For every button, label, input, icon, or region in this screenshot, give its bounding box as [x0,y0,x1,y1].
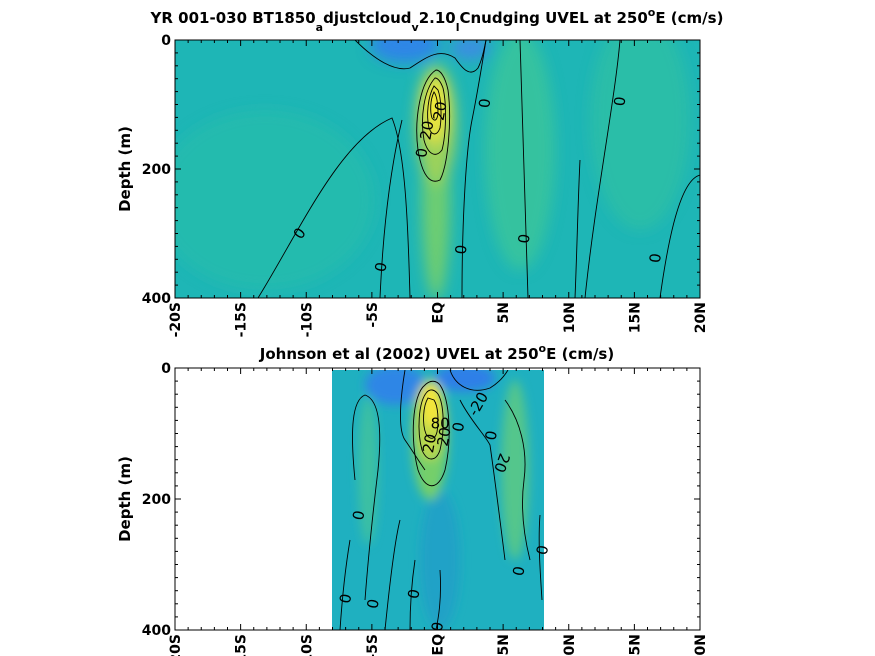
y-tick-label: 0 [161,33,171,49]
contour-label: 0 [336,592,355,605]
x-tick-label: 15N [627,634,643,656]
y-tick-label: 400 [142,291,171,307]
panel-model-field [175,40,700,298]
contour-label: 20 [430,100,451,122]
contour-label: 0 [646,252,665,263]
contour-label: 20 [416,119,437,141]
x-tick-label: 10N [562,634,578,656]
x-tick-label: -5S [365,302,381,328]
contour-label: 20 [419,432,440,454]
x-tick-label: 15N [627,302,643,333]
contour-label: 0 [533,544,552,557]
panel-observed-title: Johnson et al (2002) UVEL at 250oE (cm/s… [259,342,614,363]
y-tick-label: 200 [142,162,171,178]
panel-observed-ylabel: Depth (m) [116,456,134,542]
x-tick-label: 20N [693,634,709,656]
x-tick-label: -20S [168,634,184,656]
x-tick-label: -10S [299,634,315,656]
contour-label: 0 [349,509,368,522]
contour-label: 0 [412,147,431,158]
x-tick-label: -5S [365,634,381,656]
x-tick-label: 5N [496,634,512,655]
contour-label: 0 [404,588,423,601]
panel-observed-field [332,370,544,630]
contour-label: 0 [509,565,528,578]
x-tick-label: -15S [234,634,250,656]
x-tick-label: -15S [234,302,250,337]
contour-label: 0 [363,598,382,611]
x-tick-label: EQ [431,634,447,656]
contour-label: 0 [475,98,494,109]
contour-label: 20 [490,451,513,475]
x-tick-label: -10S [299,302,315,337]
panel-model: YR 001-030 BT1850adjustcloudv2.10lCnudgi… [116,6,723,337]
panel-model-ylabel: Depth (m) [116,126,134,212]
contour-label: 80 [431,415,450,433]
contour-label: 0 [371,261,390,274]
x-tick-label: 10N [562,302,578,333]
y-tick-label: 400 [142,623,171,639]
contour-label: 0 [611,96,630,107]
panel-model-title: YR 001-030 BT1850adjustcloudv2.10lCnudgi… [150,6,724,34]
y-tick-label: 200 [142,492,171,508]
contour-label: 0 [452,244,471,255]
contour-label: 20 [434,426,455,448]
x-tick-label: 5N [496,302,512,323]
y-tick-label: 0 [161,361,171,377]
x-tick-label: EQ [431,302,447,324]
contour-label: 0 [515,233,534,244]
x-tick-label: -20S [168,302,184,337]
panel-observed: Johnson et al (2002) UVEL at 250oE (cm/s… [116,342,709,656]
contour-label: 0 [449,421,468,434]
contour-label: 0 [482,429,501,442]
x-tick-label: 20N [693,302,709,333]
